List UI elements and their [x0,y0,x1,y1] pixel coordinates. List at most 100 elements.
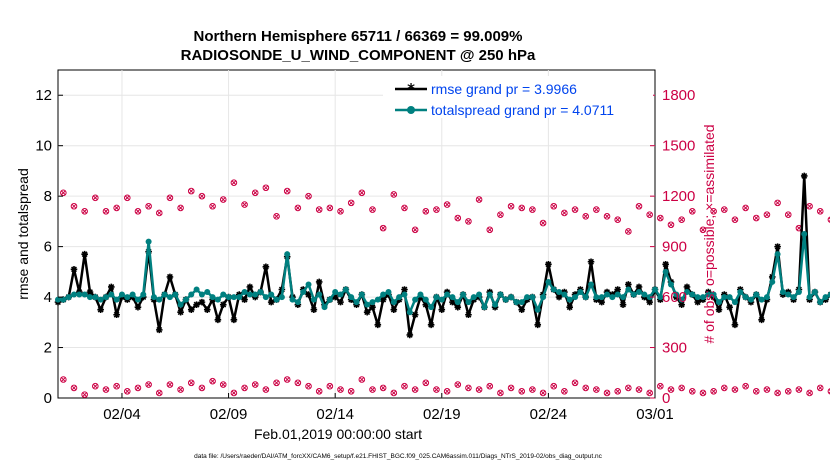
spread-point [572,294,579,301]
rmse-point [97,306,104,313]
spread-point [70,291,77,298]
obs-count-marker [742,204,749,212]
obs-count-marker [699,389,707,397]
legend: * rmse grand pr = 3.9966 totalspread gra… [383,76,653,118]
rmse-point [401,286,408,293]
rmse-point [534,321,542,329]
obs-count-marker [571,206,579,213]
obs-count-marker [219,196,227,203]
y2-axis-ticks: 0 300 600 900 1200 1500 1800 [650,87,695,407]
rmse-point [683,283,691,291]
spread-point [652,286,658,293]
rmse-point [454,303,462,311]
spread-point [268,291,275,298]
rmse-point [598,298,605,306]
obs-count-marker [454,214,462,222]
rmse-point [193,301,200,308]
obs-count-marker [593,386,600,393]
spread-point [177,301,184,308]
obs-count-marker [315,206,323,213]
rmse-point [726,303,733,311]
spread-point [636,289,643,296]
rmse-point [198,298,206,306]
spread-point [385,289,392,296]
spread-point [246,291,253,298]
spread-point [518,299,525,306]
legend-rmse-label: rmse grand pr = 3.9966 [431,81,577,97]
legend-spread-label: totalspread grand pr = 4.0711 [431,102,614,118]
obs-count-marker [657,214,664,222]
plot-area [57,69,656,399]
rmse-point [363,308,371,316]
spread-point [769,278,776,285]
obs-count-marker [443,201,451,208]
spread-point [204,289,211,296]
obs-count-marker [198,192,206,200]
spread-point [641,291,648,298]
spread-point [289,296,296,303]
obs-count-marker [657,382,664,390]
spread-point [444,291,451,298]
obs-count-marker [475,196,483,203]
obs-count-marker [454,381,462,388]
rmse-point [214,316,222,324]
spread-point [150,294,157,301]
obs-count-marker [443,387,451,395]
obs-count-marker [166,381,174,388]
chart-title-line2: RADIOSONDE_U_WIND_COMPONENT @ 250 hPa [181,47,536,64]
spread-point [182,296,189,303]
spread-point [630,291,637,298]
spread-point [817,299,824,306]
spread-point [476,291,483,298]
spread-point [348,294,355,301]
x-tick-label: 03/01 [636,406,674,423]
obs-count-marker [187,379,195,387]
spread-point [193,286,200,293]
spread-point [108,291,115,298]
obs-count-marker [401,204,408,212]
spread-point [97,296,104,303]
rmse-point [315,278,323,286]
obs-count-marker [369,206,376,213]
obs-count-marker [347,199,355,207]
rmse-point [337,298,344,306]
spread-point [140,291,147,298]
spread-point [225,294,232,301]
spread-point [198,291,205,298]
rmse-point [113,311,120,319]
obs-count-marker [710,207,717,215]
spread-point [582,294,589,301]
spread-point [337,291,344,298]
obs-count-marker [486,226,494,234]
rmse-point [422,301,430,308]
spread-point [822,294,829,301]
spread-point [417,291,424,298]
x-tick-label: 02/04 [103,406,141,423]
y2-tick-label: 300 [662,340,687,357]
spread-point [779,289,786,296]
obs-count-marker [326,204,334,212]
obs-count-marker [497,211,504,218]
obs-count-marker [155,209,163,217]
obs-count-marker [827,388,830,395]
legend-spread-marker [407,106,415,114]
rmse-point [800,172,808,180]
spread-point [758,296,765,303]
spread-point [497,291,504,298]
obs-count-marker [539,219,547,227]
obs-count-marker [731,216,739,224]
rmse-point [108,283,115,291]
obs-count-marker [667,386,675,393]
spread-point [657,294,664,301]
spread-point [102,294,109,301]
spread-point [145,238,152,245]
obs-count-marker [273,213,280,220]
obs-count-marker [422,207,430,215]
obs-count-marker [667,221,675,229]
y2-tick-label: 600 [662,289,687,306]
y-tick-label: 10 [35,138,52,155]
obs-count-marker [92,382,99,390]
obs-count-marker [60,376,67,383]
spread-point [508,294,515,301]
rmse-point [774,243,781,250]
